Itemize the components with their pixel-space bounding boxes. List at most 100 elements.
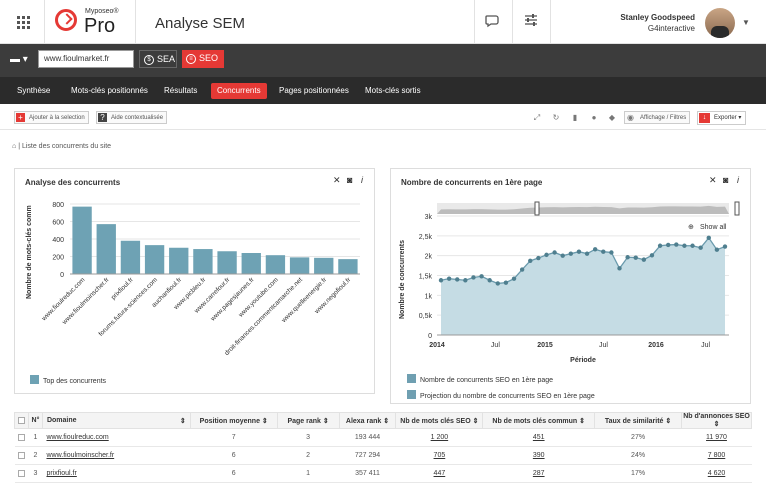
download-icon: ↓ bbox=[699, 113, 710, 123]
apps-grid-icon[interactable] bbox=[17, 16, 30, 29]
trash-icon[interactable]: ▮ bbox=[572, 113, 578, 122]
tab-concurrents[interactable]: Concurrents bbox=[211, 83, 267, 99]
cell-seo-keywords[interactable]: 705 bbox=[395, 446, 483, 465]
seo-ads-link[interactable]: 4 620 bbox=[707, 470, 726, 477]
expand-icon[interactable]: ⤢ bbox=[533, 113, 541, 122]
info-icon[interactable]: ● bbox=[591, 113, 597, 122]
tab-mots-cles-positionnes[interactable]: Mots-clés positionnés bbox=[71, 86, 148, 95]
seo-keywords-link[interactable]: 447 bbox=[433, 470, 446, 477]
refresh-icon[interactable]: ↻ bbox=[552, 113, 560, 122]
data-point bbox=[487, 278, 492, 283]
navigator-series bbox=[437, 205, 729, 214]
help-button[interactable]: ? Aide contextualisée bbox=[96, 111, 168, 124]
settings-sliders-icon[interactable] bbox=[521, 12, 541, 32]
row-checkbox[interactable] bbox=[14, 428, 29, 447]
data-point bbox=[633, 255, 638, 260]
seo-icon: ≡ bbox=[186, 53, 196, 64]
col-common-keywords-label: Nb de mots clés commun bbox=[492, 417, 578, 425]
bar bbox=[241, 253, 261, 274]
cell-seo-ads[interactable]: 11 970 bbox=[681, 428, 752, 447]
tab-mots-cles-sortis[interactable]: Mots-clés sortis bbox=[365, 86, 421, 95]
data-point bbox=[609, 250, 614, 255]
export-button[interactable]: ↓ Exporter ▾ bbox=[697, 111, 747, 125]
domain-link[interactable]: www.fioulreduc.com bbox=[46, 434, 109, 441]
sort-icon[interactable]: ⇕ bbox=[665, 417, 672, 425]
chat-icon[interactable] bbox=[483, 12, 503, 32]
cell-common-keywords[interactable]: 287 bbox=[482, 464, 595, 483]
sort-icon[interactable]: ⇕ bbox=[261, 417, 268, 425]
cell-seo-keywords[interactable]: 1 200 bbox=[395, 428, 483, 447]
sea-button[interactable]: $ SEA bbox=[139, 50, 177, 68]
sort-icon[interactable]: ⇕ bbox=[713, 421, 720, 428]
common-keywords-link[interactable]: 287 bbox=[532, 470, 545, 477]
tab-synthese[interactable]: Synthèse bbox=[17, 86, 51, 95]
toolbar: + Ajouter à la selection ? Aide contextual… bbox=[0, 104, 766, 130]
col-number[interactable]: N° bbox=[27, 412, 43, 429]
close-icon[interactable]: ✕ bbox=[709, 175, 717, 185]
table-row[interactable]: 3 prixfioul.fr 6 1 357 411 447 287 17% 4… bbox=[14, 464, 752, 483]
info-icon[interactable]: i bbox=[361, 175, 363, 185]
close-icon[interactable]: ✕ bbox=[333, 175, 341, 185]
col-domain[interactable]: Domaine ⇕ bbox=[41, 412, 191, 429]
col-seo-keywords-label: Nb de mots clés SEO bbox=[400, 417, 471, 425]
legend-label: Top des concurrents bbox=[43, 378, 107, 385]
seo-label: SEO bbox=[199, 53, 219, 63]
table-row[interactable]: 2 www.fioulmoinscher.fr 6 2 727 294 705 … bbox=[14, 446, 752, 465]
sort-icon[interactable]: ⇕ bbox=[472, 417, 479, 425]
col-seo-keywords[interactable]: Nb de mots clés SEO ⇕ bbox=[395, 412, 484, 429]
cell-common-keywords[interactable]: 451 bbox=[482, 428, 595, 447]
col-similarity[interactable]: Taux de similarité ⇕ bbox=[594, 412, 682, 429]
domain-link[interactable]: www.fioulmoinscher.fr bbox=[46, 452, 115, 459]
cell-common-keywords[interactable]: 390 bbox=[482, 446, 595, 465]
tab-pages-positionnees[interactable]: Pages positionnées bbox=[279, 86, 349, 95]
y-tick-label: 3k bbox=[425, 214, 433, 221]
sort-icon[interactable]: ⇕ bbox=[579, 417, 586, 425]
col-alexa-rank[interactable]: Alexa rank ⇕ bbox=[338, 412, 397, 429]
sort-icon[interactable]: ⇕ bbox=[322, 417, 329, 425]
avatar[interactable] bbox=[705, 8, 735, 38]
common-keywords-link[interactable]: 451 bbox=[532, 434, 545, 441]
tag-icon[interactable]: ◆ bbox=[608, 113, 616, 122]
row-checkbox[interactable] bbox=[14, 464, 29, 483]
cell-seo-ads[interactable]: 7 800 bbox=[681, 446, 752, 465]
col-avg-position[interactable]: Position moyenne ⇕ bbox=[189, 412, 278, 429]
seo-keywords-link[interactable]: 1 200 bbox=[430, 434, 449, 441]
info-icon[interactable]: i bbox=[737, 175, 739, 185]
cell-domain[interactable]: www.fioulmoinscher.fr bbox=[42, 446, 191, 465]
cell-seo-ads[interactable]: 4 620 bbox=[681, 464, 752, 483]
data-point bbox=[641, 257, 647, 262]
cell-avg-position: 7 bbox=[190, 428, 278, 447]
home-icon[interactable]: ⌂ bbox=[12, 143, 17, 150]
col-common-keywords[interactable]: Nb de mots clés commun ⇕ bbox=[482, 412, 596, 429]
folder-icon[interactable]: ▬ ▾ bbox=[10, 54, 28, 65]
site-input[interactable]: www.fioulmarket.fr bbox=[38, 50, 134, 68]
camera-icon[interactable]: ◙ bbox=[723, 175, 729, 185]
seo-button[interactable]: ≡ SEO bbox=[182, 50, 224, 68]
seo-keywords-link[interactable]: 705 bbox=[433, 452, 446, 459]
col-seo-ads[interactable]: Nb d'annonces SEO ⇕ bbox=[681, 412, 752, 429]
table-row[interactable]: 1 www.fioulreduc.com 7 3 193 444 1 200 4… bbox=[14, 428, 752, 447]
chevron-down-icon[interactable]: ▼ bbox=[742, 18, 750, 27]
cell-domain[interactable]: www.fioulreduc.com bbox=[42, 428, 191, 447]
main-nav: Synthèse Mots-clés positionnés Résultats… bbox=[0, 77, 766, 104]
seo-ads-link[interactable]: 7 800 bbox=[707, 452, 726, 459]
row-checkbox[interactable] bbox=[14, 446, 29, 465]
add-to-selection-button[interactable]: + Ajouter à la selection bbox=[14, 111, 89, 124]
common-keywords-link[interactable]: 390 bbox=[532, 452, 545, 459]
sort-icon[interactable]: ⇕ bbox=[383, 417, 390, 425]
cell-domain[interactable]: prixfioul.fr bbox=[42, 464, 191, 483]
display-filters-button[interactable]: ◉ Affichage / Filtres bbox=[624, 111, 691, 124]
data-point bbox=[503, 280, 509, 285]
select-all-checkbox[interactable] bbox=[14, 412, 29, 429]
top-header: Myposeo® Pro Analyse SEM Stanley Goodspe… bbox=[0, 0, 766, 44]
help-label: Aide contextualisée bbox=[111, 115, 164, 121]
sort-icon[interactable]: ⇕ bbox=[179, 417, 186, 425]
cell-seo-keywords[interactable]: 447 bbox=[395, 464, 483, 483]
col-page-rank[interactable]: Page rank ⇕ bbox=[276, 412, 340, 429]
cell-page-rank: 2 bbox=[277, 446, 340, 465]
seo-ads-link[interactable]: 11 970 bbox=[706, 434, 727, 441]
col-alexa-rank-label: Alexa rank bbox=[345, 417, 382, 425]
domain-link[interactable]: prixfioul.fr bbox=[46, 470, 77, 477]
camera-icon[interactable]: ◙ bbox=[347, 175, 353, 185]
tab-resultats[interactable]: Résultats bbox=[164, 86, 198, 95]
